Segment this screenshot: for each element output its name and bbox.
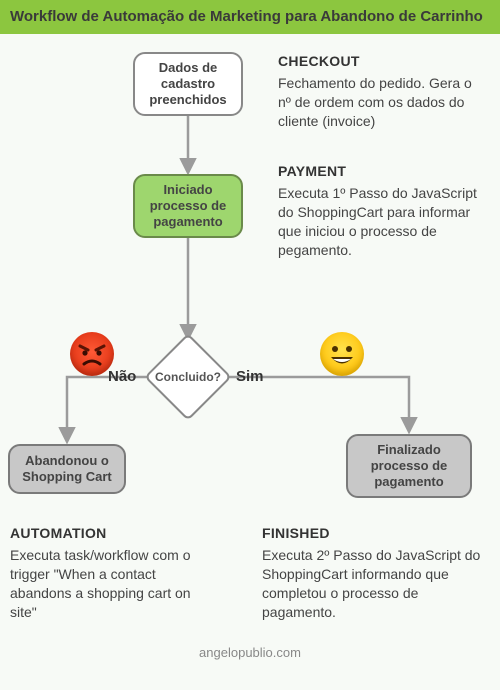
side-finished-body: Executa 2º Passo do JavaScript do Shoppi… [262, 546, 482, 622]
side-payment-hd: PAYMENT [278, 162, 483, 181]
footer: angelopublio.com [0, 641, 500, 666]
node-abandon-label: Abandonou o Shopping Cart [18, 453, 116, 486]
angry-emoji-icon [70, 332, 114, 376]
footer-text: angelopublio.com [199, 645, 301, 660]
edge-label-yes: Sim [236, 368, 264, 385]
node-abandon: Abandonou o Shopping Cart [8, 444, 126, 494]
flowchart-canvas: Dados de cadastro preenchidos Iniciado p… [0, 34, 500, 666]
node-payment-label: Iniciado processo de pagamento [143, 182, 233, 231]
node-finished-label: Finalizado processo de pagamento [356, 442, 462, 491]
side-checkout-body: Fechamento do pedido. Gera o nº de ordem… [278, 74, 483, 131]
side-checkout-hd: CHECKOUT [278, 52, 483, 71]
node-checkout-label: Dados de cadastro preenchidos [143, 60, 233, 109]
node-payment: Iniciado processo de pagamento [133, 174, 243, 238]
node-checkout: Dados de cadastro preenchidos [133, 52, 243, 116]
side-finished-hd: FINISHED [262, 524, 482, 543]
side-checkout: CHECKOUT Fechamento do pedido. Gera o nº… [278, 52, 483, 131]
side-automation: AUTOMATION Executa task/workflow com o t… [10, 524, 210, 621]
side-payment-body: Executa 1º Passo do JavaScript do Shoppi… [278, 184, 483, 260]
side-finished: FINISHED Executa 2º Passo do JavaScript … [262, 524, 482, 621]
node-finished: Finalizado processo de pagamento [346, 434, 472, 498]
smile-emoji-icon [320, 332, 364, 376]
side-automation-body: Executa task/workflow com o trigger "Whe… [10, 546, 210, 622]
node-decision-label: Concluido? [145, 334, 231, 420]
page-title: Workflow de Automação de Marketing para … [10, 8, 483, 25]
side-automation-hd: AUTOMATION [10, 524, 210, 543]
side-payment: PAYMENT Executa 1º Passo do JavaScript d… [278, 162, 483, 259]
node-decision: Concluido? [145, 334, 231, 420]
header: Workflow de Automação de Marketing para … [0, 0, 500, 34]
